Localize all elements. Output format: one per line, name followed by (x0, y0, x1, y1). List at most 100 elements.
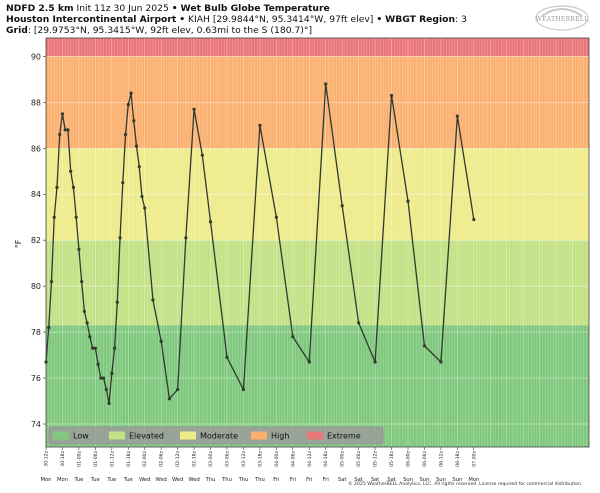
x-tick-day-label: Thu (254, 477, 265, 483)
grid-label: Grid (6, 25, 28, 36)
data-point (80, 279, 84, 284)
data-point (49, 279, 54, 284)
x-tick-day-label: Wed (188, 477, 199, 483)
data-point (258, 123, 262, 127)
data-point (63, 128, 67, 132)
data-point (340, 204, 344, 208)
x-tick-time-label: 03-12z (241, 450, 247, 466)
x-tick-time-label: 01-12z (109, 450, 115, 466)
data-point (357, 321, 361, 325)
x-tick-day-label: Sat (371, 477, 380, 483)
data-point (118, 236, 122, 240)
data-point (93, 346, 97, 350)
legend-swatch-high (251, 431, 267, 440)
x-tick-time-label: 06-06z (422, 450, 428, 466)
x-tick-time-label: 04-06z (290, 450, 296, 466)
x-tick-day-label: Sat (387, 477, 396, 483)
x-tick-day-label: Tue (106, 477, 116, 483)
data-point (159, 339, 163, 343)
data-point (52, 215, 56, 219)
legend-label-moderate: Moderate (200, 432, 238, 441)
x-tick-time-label: 05-06z (356, 450, 362, 466)
x-tick-time-label: 30-12z (44, 450, 50, 466)
legend-swatch-elevated (109, 431, 125, 440)
legend-label-high: High (271, 432, 289, 441)
data-point (85, 321, 89, 325)
data-point (126, 103, 130, 107)
x-tick-day-label: Tue (123, 477, 133, 483)
x-tick-time-label: 02-00z (142, 450, 148, 466)
station-separator: • (179, 14, 186, 25)
plot-frame (45, 37, 590, 448)
data-point (74, 215, 78, 219)
data-point (176, 387, 180, 392)
data-point (455, 114, 459, 118)
x-tick-day-label: Sun (452, 477, 462, 483)
x-tick-time-label: 02-12z (175, 450, 181, 466)
x-tick-day-label: Fri (290, 477, 296, 483)
data-point (324, 82, 328, 86)
data-point (307, 360, 311, 364)
x-tick-day-label: Sun (403, 477, 413, 483)
x-tick-day-label: Tue (90, 477, 100, 483)
x-tick-day-label: Mon (41, 477, 52, 483)
title-separator: • (171, 3, 178, 14)
x-tick-day-label: Sun (420, 477, 430, 483)
station-details: KIAH [29.9844°N, 95.3414°W, 97ft elev] (187, 14, 374, 25)
data-point (132, 119, 136, 123)
data-point (99, 376, 103, 380)
data-point (291, 335, 295, 339)
legend-swatch-moderate (180, 431, 196, 440)
x-tick-day-label: Thu (238, 477, 249, 483)
x-tick-day-label: Wed (156, 477, 167, 483)
data-point (208, 220, 213, 224)
weatherbell-logo: WEATHERBELL (535, 5, 589, 31)
data-point (104, 387, 108, 392)
data-point (115, 300, 119, 304)
data-point (121, 181, 125, 185)
x-tick-time-label: 01-00z (76, 450, 82, 466)
x-tick-day-label: Fri (323, 477, 329, 483)
data-point (373, 360, 377, 364)
copyright-footer: © 2025 WeatherBELL Analytics, LLC. All r… (348, 482, 583, 487)
grid-details: : [29.9753°N, 95.3415°W, 92ft elev, 0.63… (27, 25, 313, 36)
data-point (66, 128, 70, 132)
x-tick-time-label: 05-00z (340, 450, 346, 466)
x-tick-day-label: Wed (172, 477, 183, 483)
x-tick-day-label: Fri (273, 477, 279, 483)
model-name: NDFD 2.5 km (6, 3, 74, 14)
x-tick-time-label: 04-12z (307, 450, 313, 466)
data-point (55, 185, 59, 189)
x-tick-day-label: Thu (205, 477, 216, 483)
x-tick-day-label: Mon (468, 477, 479, 483)
station-line: Houston Intercontinental Airport • KIAH … (6, 14, 467, 25)
legend-swatch-low (53, 431, 69, 440)
y-tick-label: 82 (31, 236, 41, 245)
region-separator: • (376, 14, 383, 25)
data-point (184, 236, 188, 240)
region-label: WBGT Region (385, 14, 455, 25)
x-tick-time-label: 05-18z (389, 450, 395, 466)
grid-line: Grid: [29.9753°N, 95.3415°W, 92ft elev, … (6, 25, 312, 36)
data-point (101, 376, 106, 380)
x-tick-time-label: 07-00z (471, 450, 477, 466)
data-point (389, 93, 394, 98)
data-point (91, 346, 95, 350)
wbgt-series (44, 82, 476, 405)
x-axis-ticks: 30-12z Mon 30-18z Mon 01-00z Tue 01-06z Tue 01-1… (41, 447, 479, 483)
logo-text: WEATHERBELL (536, 16, 589, 23)
data-point (69, 169, 73, 173)
data-point (167, 397, 172, 401)
data-point (134, 144, 139, 148)
data-point (47, 325, 51, 330)
chart-title-line: NDFD 2.5 km Init 11z 30 Jun 2025 • Wet B… (6, 3, 330, 14)
data-point (96, 362, 100, 366)
horizontal-gridlines (46, 56, 589, 425)
x-tick-time-label: 06-00z (406, 450, 412, 466)
legend: Low Elevated Moderate High Extreme (48, 426, 384, 445)
legend-box (48, 426, 384, 445)
product-name: Wet Bulb Globe Temperature (180, 3, 330, 14)
vertical-gridlines (45, 38, 590, 447)
y-tick-label: 90 (31, 52, 41, 61)
x-tick-day-label: Wed (139, 477, 150, 483)
